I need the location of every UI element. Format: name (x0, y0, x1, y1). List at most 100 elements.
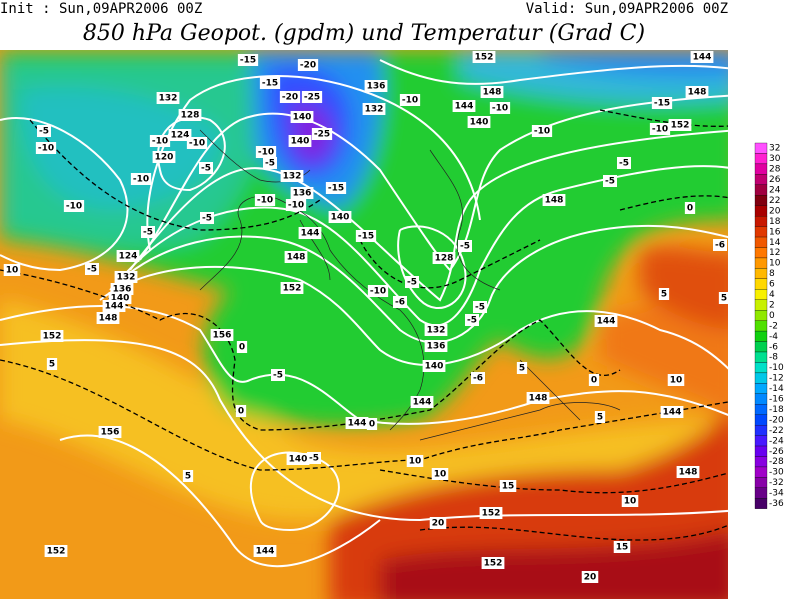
contour-label: 140 (111, 294, 130, 304)
colorbar-swatch (754, 351, 768, 363)
contour-label-box (621, 495, 639, 507)
contour-label-box (328, 211, 352, 223)
contour-label: -5 (407, 278, 417, 288)
contour-label-box (280, 170, 304, 182)
contour-label-box (713, 239, 727, 251)
contour-label: 136 (367, 82, 386, 92)
colorbar-swatch (754, 257, 768, 269)
contour-label: -10 (370, 287, 386, 297)
contour-label: -10 (66, 202, 82, 212)
contour-label-box (406, 455, 424, 467)
contour-label: -10 (189, 139, 205, 149)
contour-label: -5 (460, 242, 470, 252)
contour-label: -5 (605, 177, 615, 187)
contour-label-box (168, 129, 192, 141)
contour-label: -5 (475, 303, 485, 313)
contour-label-box (581, 571, 599, 583)
contour-label: -5 (39, 127, 49, 137)
contour-label: 132 (283, 172, 302, 182)
contour-label: -5 (201, 164, 211, 174)
contour-label: 10 (624, 497, 637, 507)
contour-label-box (263, 157, 277, 169)
colorbar-label: -6 (769, 342, 778, 352)
contour-label: 10 (6, 266, 19, 276)
contour-label-box (114, 271, 138, 283)
contour-label-box (199, 162, 213, 174)
contour-label-box (96, 312, 120, 324)
contour-label: 140 (470, 118, 489, 128)
contour-label-box (367, 285, 389, 297)
contour-label: 5 (721, 294, 727, 304)
contour-label-box (718, 292, 728, 304)
contour-label: -10 (258, 148, 274, 158)
contour-label-box (429, 517, 447, 529)
contour-label: -6 (715, 241, 725, 251)
colorbar-swatch (754, 330, 768, 342)
contour-label: -10 (38, 144, 54, 154)
colorbar-label: 26 (769, 175, 781, 185)
contour-label-box (489, 102, 511, 114)
contour-label: -5 (265, 159, 275, 169)
colorbar-label: -28 (769, 457, 784, 467)
colorbar-label: -36 (769, 499, 784, 509)
contour-label-box (3, 264, 21, 276)
contour-label: 5 (597, 413, 603, 423)
contour-label-box (254, 194, 276, 206)
contour-label-box (290, 187, 314, 199)
contour-label-box (37, 125, 51, 137)
contour-label: -10 (133, 175, 149, 185)
contour-label: -10 (257, 196, 273, 206)
colorbar-swatch (754, 477, 768, 488)
contour-label-box (186, 137, 208, 149)
colorbar-swatch (754, 153, 768, 165)
contour-label-box (667, 374, 685, 386)
contour-label: 148 (545, 196, 564, 206)
contour-label-box (676, 466, 700, 478)
contour-label-box (259, 77, 281, 89)
contour-label: 148 (688, 88, 707, 98)
contour-label: 128 (435, 254, 454, 264)
contour-label: 136 (427, 342, 446, 352)
colorbar-swatch (754, 362, 768, 374)
colorbar-swatch (754, 174, 768, 185)
map-title: 850 hPa Geopot. (gpdm) und Temperatur (G… (83, 21, 645, 46)
contour-label-box (301, 91, 323, 103)
contour-label-box (399, 94, 421, 106)
colorbar-swatch (754, 383, 768, 394)
contour-label: -5 (143, 228, 153, 238)
contour-label: 132 (159, 94, 178, 104)
contour-label: 152 (43, 332, 62, 342)
contour-label-box (35, 142, 57, 154)
contour-label: -15 (240, 56, 256, 66)
contour-label: 152 (475, 53, 494, 63)
contour-label-box (690, 51, 714, 63)
contour-label: 10 (670, 376, 683, 386)
contour-label: -15 (358, 232, 374, 242)
contour-label: 156 (101, 428, 120, 438)
colorbar-label: 0 (769, 311, 775, 321)
colorbar-swatch (754, 289, 768, 300)
colorbar-swatch (754, 424, 768, 436)
contour-label: 144 (455, 102, 474, 112)
colorbar-label: -16 (769, 395, 784, 405)
colorbar-label: -14 (769, 384, 784, 394)
colorbar-label: -12 (769, 374, 784, 384)
contour-label-box (479, 507, 503, 519)
colorbar-swatch (754, 278, 768, 290)
contour-label: -5 (619, 159, 629, 169)
colorbar-label: -8 (769, 353, 778, 363)
contour-label: 156 (213, 331, 232, 341)
contour-label: 5 (519, 364, 525, 374)
contour-label-box (210, 329, 234, 341)
contour-label: 0 (687, 204, 693, 214)
contour-label: 148 (529, 394, 548, 404)
contour-label: 5 (661, 290, 667, 300)
colorbar-label: -26 (769, 447, 784, 457)
colorbar-swatch (754, 226, 768, 238)
colorbar-swatch (754, 205, 768, 217)
contour-label: 140 (291, 137, 310, 147)
contour-label: -15 (328, 184, 344, 194)
colorbar-label: 8 (769, 269, 775, 279)
contour-label: -10 (652, 125, 668, 135)
